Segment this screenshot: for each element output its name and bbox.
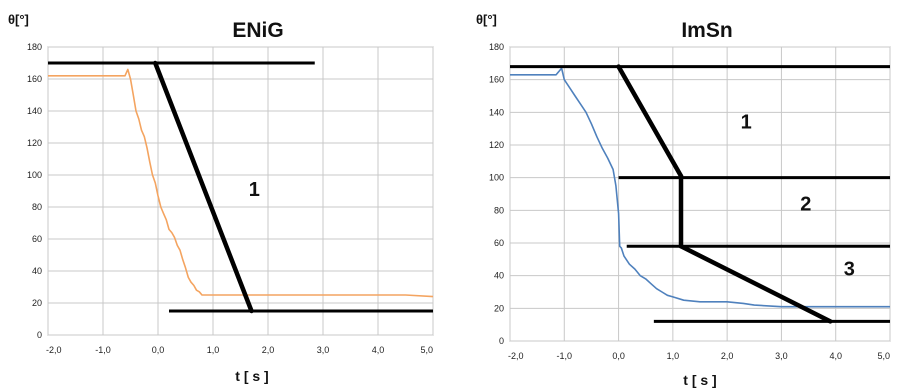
y-tick-label: 0 (37, 330, 42, 340)
chart-title: ENiG (232, 19, 283, 42)
x-tick-label: 4,0 (372, 345, 385, 355)
region-label: 3 (844, 259, 855, 281)
y-tick-label: 120 (489, 140, 504, 150)
x-tick-label: 2,0 (262, 345, 275, 355)
x-tick-label: -1,0 (557, 351, 573, 361)
x-tick-label: -2,0 (508, 351, 524, 361)
y-axis-label: θ[°] (8, 12, 29, 27)
y-tick-label: 100 (489, 173, 504, 183)
y-tick-label: 180 (27, 42, 42, 52)
y-axis-label: θ[°] (476, 12, 497, 27)
y-tick-label: 20 (32, 298, 42, 308)
y-tick-label: 120 (27, 138, 42, 148)
x-tick-label: 0,0 (152, 345, 165, 355)
x-tick-label: 3,0 (775, 351, 788, 361)
y-tick-label: 180 (489, 42, 504, 52)
y-tick-label: 80 (32, 202, 42, 212)
y-tick-label: 80 (494, 205, 504, 215)
y-tick-label: 60 (494, 238, 504, 248)
y-tick-label: 60 (32, 234, 42, 244)
x-tick-label: 1,0 (667, 351, 680, 361)
y-tick-label: 100 (27, 170, 42, 180)
y-tick-label: 160 (27, 74, 42, 84)
y-tick-label: 0 (499, 336, 504, 346)
x-tick-label: 2,0 (721, 351, 734, 361)
y-tick-label: 40 (494, 271, 504, 281)
y-tick-label: 40 (32, 266, 42, 276)
y-tick-label: 160 (489, 75, 504, 85)
x-tick-label: 4,0 (829, 351, 842, 361)
y-tick-label: 20 (494, 303, 504, 313)
x-tick-label: -1,0 (95, 345, 111, 355)
region-label: 1 (249, 179, 260, 201)
chart-title: ImSn (681, 19, 732, 42)
x-tick-label: 0,0 (612, 351, 625, 361)
y-tick-label: 140 (27, 106, 42, 116)
region-label: 2 (800, 193, 811, 215)
y-tick-label: 140 (489, 107, 504, 117)
x-tick-label: 5,0 (877, 351, 890, 361)
region-label: 1 (741, 112, 752, 134)
x-axis-label: t [ s ] (683, 372, 716, 388)
x-tick-label: -2,0 (46, 345, 62, 355)
x-tick-label: 3,0 (317, 345, 330, 355)
x-axis-label: t [ s ] (235, 368, 268, 384)
x-tick-label: 5,0 (420, 345, 433, 355)
x-tick-label: 1,0 (207, 345, 220, 355)
